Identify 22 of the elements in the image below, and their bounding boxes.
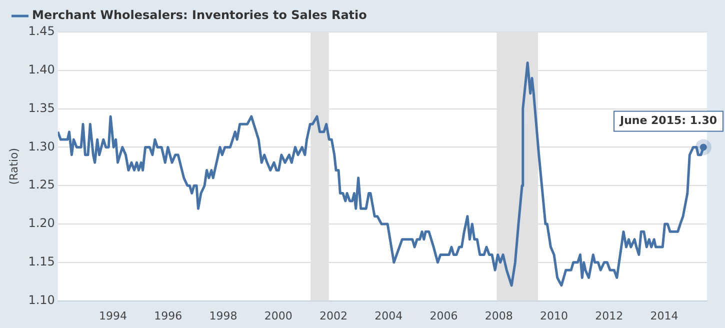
x-tick-label: 2004 [374, 309, 403, 322]
legend-label: Merchant Wholesalers: Inventories to Sales Ratio [32, 8, 367, 22]
x-tick-label: 2006 [430, 309, 458, 322]
annotation: June 2015: 1.30 [618, 114, 718, 128]
y-tick-label: 1.40 [28, 62, 55, 77]
y-tick-label: 1.15 [28, 254, 55, 269]
x-tick-label: 1996 [154, 309, 182, 322]
x-tick-label: 2014 [650, 309, 678, 322]
x-tick-label: 2002 [320, 309, 348, 322]
y-tick-label: 1.35 [28, 100, 55, 115]
y-tick-label: 1.20 [28, 216, 55, 230]
y-axis-title: (Ratio) [7, 148, 20, 185]
y-tick-label: 1.10 [28, 292, 55, 307]
y-tick-label: 1.30 [28, 139, 55, 154]
x-tick-label: 2010 [540, 309, 568, 322]
y-tick-label: 1.25 [28, 178, 55, 192]
y-tick-label: 1.45 [28, 24, 55, 38]
x-tick-label: 1998 [209, 309, 238, 322]
x-tick-label: 2008 [484, 309, 513, 322]
x-tick-label: 1994 [99, 309, 128, 322]
x-tick-label: 2012 [595, 309, 624, 322]
x-tick-label: 2000 [264, 309, 292, 322]
